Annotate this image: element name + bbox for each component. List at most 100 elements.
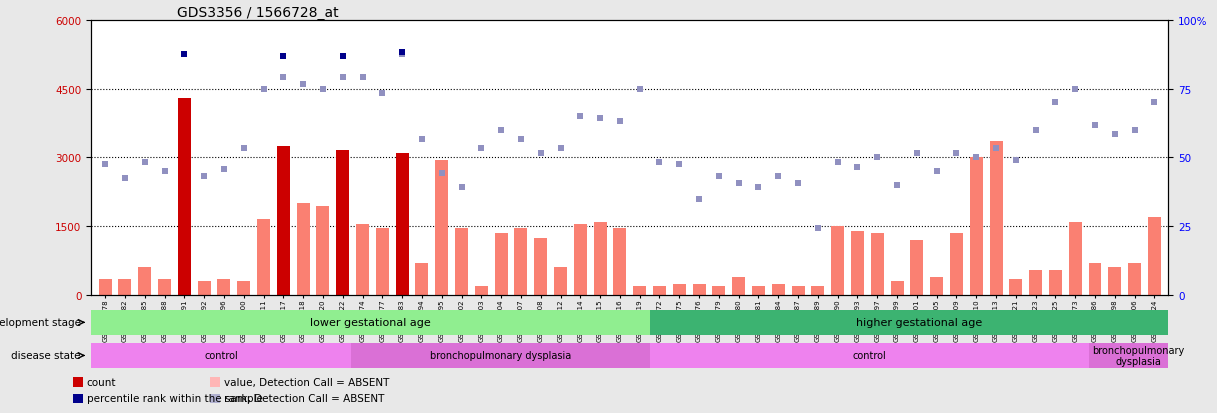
Bar [436,160,448,295]
Point [551,145,571,152]
Bar [1088,343,1188,368]
Bar [91,343,350,368]
Point [353,75,372,81]
Point [769,173,789,180]
Bar [1089,263,1101,295]
Point [492,127,511,134]
Point [254,86,274,93]
Bar [455,229,469,295]
Bar [376,229,388,295]
Point [729,180,748,186]
Bar [654,286,666,295]
Bar [350,343,650,368]
Point [511,136,531,143]
Point [1026,127,1045,134]
Bar [209,377,220,387]
Bar [692,284,706,295]
Point [947,150,966,157]
Point [986,145,1005,152]
Point [195,173,214,180]
Point [907,150,926,157]
Point [669,161,689,168]
Point [392,50,411,56]
Bar [396,153,409,295]
Point [531,150,550,157]
Text: disease state: disease state [11,351,80,361]
Bar [1109,268,1121,295]
Point [116,175,135,182]
Point [155,169,174,175]
Point [274,75,293,81]
Bar [831,227,845,295]
Text: lower gestational age: lower gestational age [310,318,431,328]
Bar [574,224,587,295]
Bar [712,286,725,295]
Point [748,185,768,191]
Bar [139,268,151,295]
Bar [970,158,982,295]
Bar [930,277,943,295]
Point [95,161,114,168]
Bar [494,233,507,295]
Point [1045,100,1065,107]
Point [234,145,253,152]
Text: bronchopulmonary dysplasia: bronchopulmonary dysplasia [430,351,571,361]
Point [868,155,887,161]
Bar [91,310,650,335]
Point [274,54,293,61]
Point [789,180,808,186]
Point [1165,86,1184,93]
Point [214,166,234,173]
Point [1006,157,1026,164]
Bar [178,98,191,295]
Point [1105,132,1125,138]
Point [710,173,729,180]
Bar [650,343,1088,368]
Bar [851,231,864,295]
Bar [297,204,309,295]
Bar [73,377,83,387]
Bar [1049,270,1062,295]
Point [966,155,986,161]
Bar [218,279,230,295]
Bar [158,279,170,295]
Point [313,86,332,93]
Point [372,90,392,97]
Bar [209,394,220,403]
Point [689,196,708,202]
Point [413,136,432,143]
Bar [989,142,1003,295]
Bar [613,229,627,295]
Bar [1128,263,1142,295]
Bar [316,206,330,295]
Point [293,81,313,88]
Text: count: count [86,377,116,387]
Point [808,225,828,232]
Bar [118,279,131,295]
Point [610,118,629,125]
Bar [772,284,785,295]
Bar [594,222,606,295]
Bar [73,394,83,403]
Text: bronchopulmonary
dysplasia: bronchopulmonary dysplasia [1093,345,1184,366]
Bar [950,233,963,295]
Bar [534,238,548,295]
Bar [554,268,567,295]
Point [333,75,353,81]
Bar [475,286,488,295]
Text: control: control [204,351,237,361]
Point [650,159,669,166]
Bar [891,282,903,295]
Bar [1009,279,1022,295]
Point [1145,100,1165,107]
Bar [197,282,211,295]
Bar [673,284,685,295]
Point [848,164,868,171]
Bar [336,151,349,295]
Bar [277,147,290,295]
Point [887,182,907,189]
Point [1125,127,1144,134]
Text: development stage: development stage [0,318,80,328]
Bar [237,282,251,295]
Bar [1069,222,1082,295]
